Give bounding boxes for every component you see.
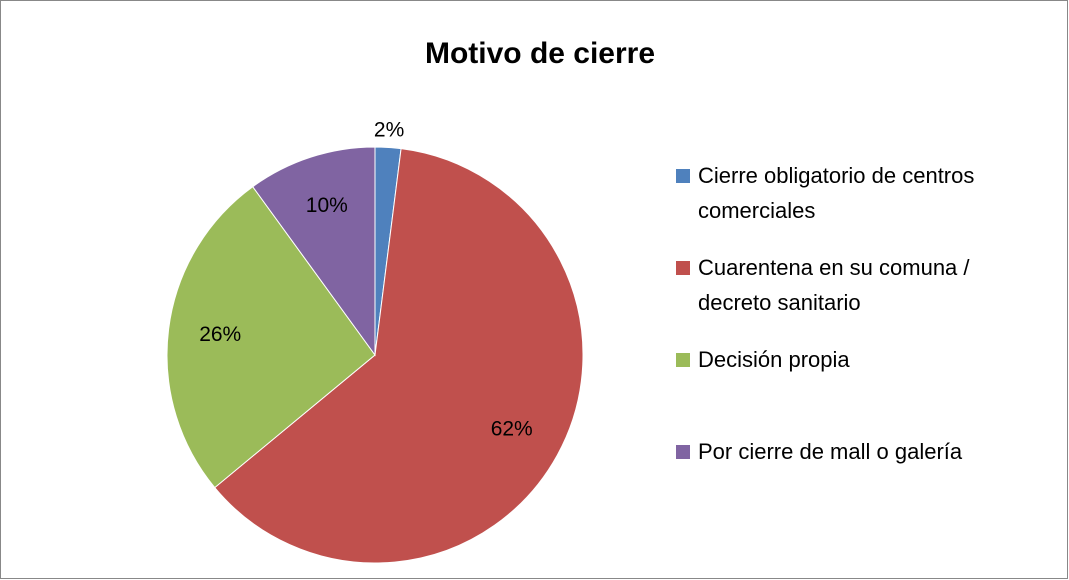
pie-slice	[214, 148, 584, 564]
legend-swatch	[676, 261, 690, 275]
pie-slice	[252, 146, 376, 357]
data-label: 2%	[374, 118, 404, 141]
data-label: 62%	[491, 418, 533, 441]
legend-label: Por cierre de mall o galería	[698, 439, 963, 464]
pie-slice	[166, 186, 376, 489]
legend-item: Decisión propia	[676, 342, 1036, 434]
legend-swatch	[676, 353, 690, 367]
legend-label: Cuarentena en su comuna / decreto sanita…	[698, 255, 970, 315]
legend: Cierre obligatorio de centros comerciale…	[676, 158, 1036, 526]
legend-item: Cuarentena en su comuna / decreto sanita…	[676, 250, 1036, 342]
legend-swatch	[676, 445, 690, 459]
legend-item: Cierre obligatorio de centros comerciale…	[676, 158, 1036, 250]
legend-item: Por cierre de mall o galería	[676, 434, 1036, 526]
legend-swatch	[676, 169, 690, 183]
legend-label: Decisión propia	[698, 347, 850, 372]
data-label: 10%	[306, 194, 348, 217]
chart-title: Motivo de cierre	[425, 37, 655, 70]
legend-label: Cierre obligatorio de centros comerciale…	[698, 163, 975, 223]
data-label: 26%	[199, 323, 241, 346]
